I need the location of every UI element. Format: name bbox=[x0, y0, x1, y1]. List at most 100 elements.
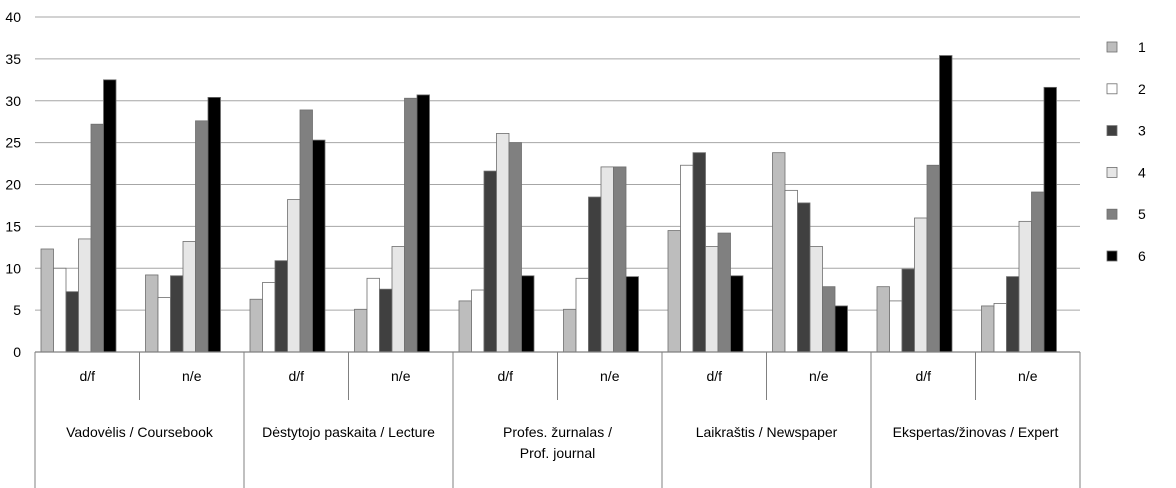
bar-series-1 bbox=[145, 274, 159, 353]
bar-series-1 bbox=[981, 305, 995, 353]
legend-swatch-5 bbox=[1106, 208, 1118, 220]
bar-series-6 bbox=[207, 97, 221, 353]
bar-series-5 bbox=[195, 120, 209, 353]
legend-label: 5 bbox=[1138, 206, 1146, 222]
y-tick-label: 20 bbox=[5, 177, 21, 193]
legend-label: 4 bbox=[1138, 164, 1146, 180]
legend-label: 2 bbox=[1138, 81, 1146, 97]
bar-series-4 bbox=[496, 133, 510, 353]
group-label: Laikraštis / Newspaper bbox=[696, 424, 838, 440]
bar-series-3 bbox=[901, 268, 915, 353]
bar-series-3 bbox=[483, 170, 497, 353]
bar-series-4 bbox=[600, 166, 614, 353]
bar-series-2 bbox=[157, 297, 171, 353]
y-tick-label: 0 bbox=[13, 344, 21, 360]
y-tick-label: 40 bbox=[5, 9, 21, 25]
bar-series-6 bbox=[625, 276, 639, 353]
bar-series-4 bbox=[182, 241, 196, 353]
bar-series-1 bbox=[772, 152, 786, 353]
bar-series-2 bbox=[366, 277, 380, 353]
bar-series-2 bbox=[784, 189, 798, 353]
bar-series-6 bbox=[103, 79, 117, 353]
x-tick-label: n/e bbox=[1018, 368, 1038, 384]
bar-series-6 bbox=[521, 275, 535, 353]
group-label: Ekspertas/žinovas / Expert bbox=[893, 424, 1059, 440]
y-tick-label: 35 bbox=[5, 51, 21, 67]
x-tick-label: n/e bbox=[600, 368, 620, 384]
bar-series-4 bbox=[1018, 220, 1032, 353]
legend-swatch-3 bbox=[1106, 125, 1118, 136]
x-tick-label: d/f bbox=[915, 368, 931, 384]
bar-series-5 bbox=[926, 164, 940, 353]
bar-series-6 bbox=[312, 139, 326, 353]
bar-series-6 bbox=[1043, 86, 1057, 353]
y-tick-label: 5 bbox=[13, 302, 21, 318]
bar-series-4 bbox=[705, 246, 719, 353]
bar-series-3 bbox=[274, 260, 288, 353]
bar-series-3 bbox=[797, 202, 811, 353]
x-tick-label: n/e bbox=[391, 368, 411, 384]
x-tick-label: d/f bbox=[706, 368, 722, 384]
y-tick-label: 10 bbox=[5, 260, 21, 276]
y-tick-label: 25 bbox=[5, 135, 21, 151]
group-label: Prof. journal bbox=[520, 445, 595, 461]
bar-series-3 bbox=[692, 152, 706, 353]
x-tick-label: d/f bbox=[288, 368, 304, 384]
bar-series-2 bbox=[53, 267, 67, 353]
bar-series-2 bbox=[889, 300, 903, 353]
bar-series-3 bbox=[170, 275, 184, 353]
axes bbox=[34, 351, 1081, 488]
bar-series-1 bbox=[563, 308, 577, 353]
legend: 1 2 3 4 5 6 bbox=[1106, 39, 1146, 264]
bar-series-3 bbox=[379, 288, 393, 353]
bar-series-5 bbox=[1031, 191, 1045, 353]
legend-swatch-6 bbox=[1106, 250, 1118, 262]
bar-series-3 bbox=[1006, 276, 1020, 353]
bar-series-2 bbox=[680, 164, 694, 353]
axis-labels: 0 5 10 15 20 25 30 35 40 d/f n/e d/f n/e d/f n/e d/f n/e… bbox=[5, 9, 1058, 461]
bar-series-6 bbox=[416, 94, 430, 353]
bar-series-4 bbox=[914, 217, 928, 353]
bar-series-1 bbox=[354, 308, 368, 353]
bar-series-5 bbox=[822, 286, 836, 353]
bar-series-6 bbox=[939, 55, 953, 353]
legend-swatch-2 bbox=[1106, 83, 1118, 95]
bar-series-5 bbox=[717, 232, 731, 353]
bar-series-4 bbox=[809, 246, 823, 353]
x-tick-label: d/f bbox=[79, 368, 95, 384]
bar-series-3 bbox=[588, 196, 602, 353]
bar-series-1 bbox=[667, 230, 681, 353]
bar-series-5 bbox=[508, 142, 522, 353]
group-label: Profes. žurnalas / bbox=[503, 424, 612, 440]
legend-label: 3 bbox=[1138, 123, 1146, 139]
bar-series-6 bbox=[730, 275, 744, 353]
legend-label: 1 bbox=[1138, 39, 1146, 55]
legend-swatch-1 bbox=[1106, 41, 1118, 53]
x-tick-label: n/e bbox=[809, 368, 829, 384]
bar-series-1 bbox=[458, 300, 472, 353]
bar-series-5 bbox=[90, 123, 104, 353]
bar-series-3 bbox=[65, 291, 79, 353]
bar-series-1 bbox=[876, 286, 890, 353]
bar-series-4 bbox=[391, 246, 405, 353]
bar-series-2 bbox=[262, 282, 276, 353]
bar-series-5 bbox=[299, 109, 313, 353]
bar-series-4 bbox=[78, 238, 92, 353]
bars bbox=[40, 55, 1057, 353]
bar-series-4 bbox=[287, 199, 301, 353]
bar-series-5 bbox=[404, 97, 418, 353]
bar-series-5 bbox=[613, 166, 627, 353]
bar-series-2 bbox=[575, 277, 589, 353]
legend-swatch-4 bbox=[1106, 166, 1118, 178]
bar-series-1 bbox=[249, 298, 263, 353]
x-tick-label: d/f bbox=[497, 368, 513, 384]
bar-series-6 bbox=[834, 305, 848, 353]
group-label: Dėstytojo paskaita / Lecture bbox=[262, 424, 435, 440]
bar-series-2 bbox=[471, 289, 485, 353]
bar-series-2 bbox=[993, 303, 1007, 353]
y-tick-label: 15 bbox=[5, 218, 21, 234]
y-tick-label: 30 bbox=[5, 93, 21, 109]
legend-label: 6 bbox=[1138, 248, 1146, 264]
group-label: Vadovėlis / Coursebook bbox=[66, 424, 214, 440]
